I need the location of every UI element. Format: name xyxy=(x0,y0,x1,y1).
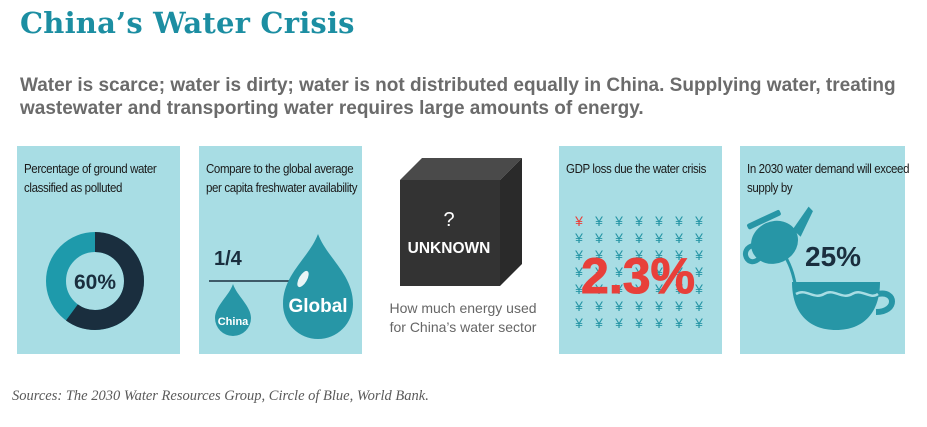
yen-icon: ¥ xyxy=(594,213,603,229)
yen-icon: ¥ xyxy=(594,315,603,331)
page-subtitle: Water is scarce; water is dirty; water i… xyxy=(20,75,896,119)
water-drop-icon xyxy=(283,234,353,339)
page-title: China’s Water Crisis xyxy=(20,6,355,40)
freshwater-panel: Compare to the global average per capita… xyxy=(199,146,362,354)
donut-chart-icon: 60% xyxy=(46,232,144,330)
yen-icon: ¥ xyxy=(654,264,663,280)
gdp-loss-label: GDP loss due the water crisis xyxy=(566,162,706,176)
yen-icon: ¥ xyxy=(574,298,583,314)
yen-icon: ¥ xyxy=(694,298,703,314)
freshwater-fraction: 1/4 xyxy=(214,248,243,270)
demand-value: 25% xyxy=(805,241,861,272)
yen-icon: ¥ xyxy=(574,213,583,229)
yen-icon: ¥ xyxy=(694,247,703,263)
demand-label: In 2030 water demand will exceed supply … xyxy=(747,162,910,195)
cup-icon xyxy=(792,282,895,330)
yen-icon: ¥ xyxy=(614,247,623,263)
yen-icon: ¥ xyxy=(634,247,643,263)
yen-icon: ¥ xyxy=(574,281,583,297)
yen-icon: ¥ xyxy=(694,315,703,331)
yen-icon: ¥ xyxy=(574,247,583,263)
yen-icon: ¥ xyxy=(694,281,703,297)
gdp-loss-value: 2.3% xyxy=(581,248,695,304)
yen-icon: ¥ xyxy=(634,281,643,297)
gdp-loss-panel: GDP loss due the water crisis ¥ ¥ ¥ ¥ ¥ ¥ ¥ ¥ ¥ ¥… xyxy=(559,146,722,354)
yen-icon: ¥ xyxy=(594,264,603,280)
cube-unknown-label: UNKNOWN xyxy=(408,240,491,257)
yen-icon: ¥ xyxy=(634,264,643,280)
yen-icon: ¥ xyxy=(614,213,623,229)
yen-icon: ¥ xyxy=(654,298,663,314)
donut-polluted-arc xyxy=(46,232,144,330)
yen-icon: ¥ xyxy=(594,247,603,263)
yen-icon: ¥ xyxy=(654,315,663,331)
global-drop-label: Global xyxy=(288,296,347,317)
freshwater-graphic: 1/4 China Global xyxy=(209,234,353,339)
yen-icon: ¥ xyxy=(594,281,603,297)
yen-icon: ¥ xyxy=(614,298,623,314)
polluted-water-label: Percentage of ground water classified as… xyxy=(24,162,157,195)
yen-icon: ¥ xyxy=(594,298,603,314)
yen-icon: ¥ xyxy=(614,230,623,246)
yen-icon: ¥ xyxy=(694,264,703,280)
yen-icon: ¥ xyxy=(574,230,583,246)
china-drop-label: China xyxy=(218,316,249,328)
yen-icon: ¥ xyxy=(634,298,643,314)
energy-unknown-graphic: ? UNKNOWN xyxy=(378,146,548,356)
yen-icon: ¥ xyxy=(634,230,643,246)
cube-question-mark: ? xyxy=(443,209,454,231)
yen-icon: ¥ xyxy=(654,230,663,246)
polluted-water-panel: Percentage of ground water classified as… xyxy=(17,146,180,354)
yen-icon: ¥ xyxy=(594,230,603,246)
demand-panel: In 2030 water demand will exceed supply … xyxy=(740,146,909,354)
yen-icon: ¥ xyxy=(634,213,643,229)
yen-icon: ¥ xyxy=(654,281,663,297)
yen-icon: ¥ xyxy=(574,315,583,331)
yen-icon: ¥ xyxy=(634,315,643,331)
yen-icon: ¥ xyxy=(614,315,623,331)
gdp-graphic: ¥ ¥ ¥ ¥ ¥ ¥ ¥¥ ¥ ¥ ¥ ¥ ¥ ¥¥ ¥ ¥ ¥ ¥ ¥ ¥¥ ¥ ¥ ¥ ¥ ¥ ¥¥ ¥ ¥ ¥ ¥ ¥ ¥¥ ¥ ¥ ¥ ¥… xyxy=(574,213,703,331)
yen-icon: ¥ xyxy=(574,264,583,280)
yen-icon: ¥ xyxy=(674,315,683,331)
energy-caption: How much energy used for China’s water s… xyxy=(389,300,537,335)
yen-icon: ¥ xyxy=(614,264,623,280)
yen-icon: ¥ xyxy=(654,213,663,229)
yen-icon: ¥ xyxy=(694,213,703,229)
sources-note: Sources: The 2030 Water Resources Group,… xyxy=(12,388,429,404)
yen-icon: ¥ xyxy=(674,230,683,246)
yen-icon: ¥ xyxy=(614,281,623,297)
yen-icon: ¥ xyxy=(694,230,703,246)
yen-icon: ¥ xyxy=(674,213,683,229)
polluted-value: 60% xyxy=(74,271,116,294)
freshwater-label: Compare to the global average per capita… xyxy=(206,162,358,195)
yen-icon: ¥ xyxy=(674,247,683,263)
teapot-icon xyxy=(743,206,813,265)
yen-icon: ¥ xyxy=(674,264,683,280)
yen-icon: ¥ xyxy=(654,247,663,263)
yen-icon: ¥ xyxy=(674,298,683,314)
yen-icon: ¥ xyxy=(674,281,683,297)
yen-grid: ¥ ¥ ¥ ¥ ¥ ¥ ¥¥ ¥ ¥ ¥ ¥ ¥ ¥¥ ¥ ¥ ¥ ¥ ¥ ¥¥ ¥ ¥ ¥ ¥ ¥ ¥¥ ¥ ¥ ¥ ¥ ¥ ¥¥ ¥ ¥ ¥ ¥… xyxy=(574,213,703,331)
water-drop-icon xyxy=(215,284,251,336)
cube-icon: ? UNKNOWN xyxy=(400,158,522,286)
demand-graphic: 25% xyxy=(743,206,895,330)
